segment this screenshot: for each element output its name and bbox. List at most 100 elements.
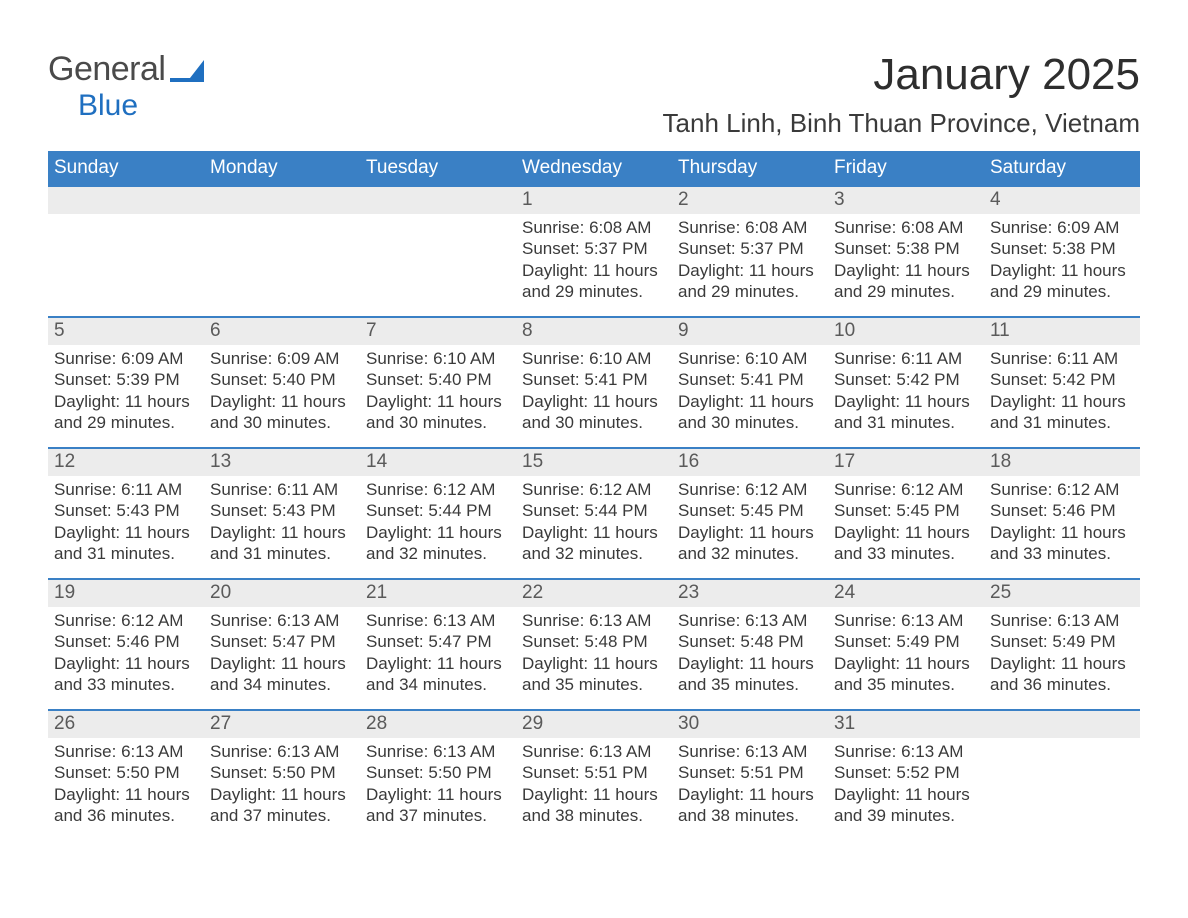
day-body: Sunrise: 6:11 AMSunset: 5:43 PMDaylight:… bbox=[48, 476, 204, 564]
day-number: 8 bbox=[516, 318, 672, 345]
day-body: Sunrise: 6:12 AMSunset: 5:44 PMDaylight:… bbox=[360, 476, 516, 564]
day-body: Sunrise: 6:08 AMSunset: 5:37 PMDaylight:… bbox=[516, 214, 672, 302]
daylight-line: Daylight: 11 hours and 36 minutes. bbox=[54, 784, 198, 827]
flag-icon bbox=[170, 60, 204, 82]
day-body: Sunrise: 6:09 AMSunset: 5:38 PMDaylight:… bbox=[984, 214, 1140, 302]
day-body: Sunrise: 6:12 AMSunset: 5:46 PMDaylight:… bbox=[48, 607, 204, 695]
day-number: 20 bbox=[204, 580, 360, 607]
day-body: Sunrise: 6:13 AMSunset: 5:47 PMDaylight:… bbox=[204, 607, 360, 695]
daylight-line: Daylight: 11 hours and 37 minutes. bbox=[366, 784, 510, 827]
sunset-line: Sunset: 5:37 PM bbox=[522, 238, 666, 259]
calendar-day: 25Sunrise: 6:13 AMSunset: 5:49 PMDayligh… bbox=[984, 580, 1140, 709]
day-body: Sunrise: 6:08 AMSunset: 5:38 PMDaylight:… bbox=[828, 214, 984, 302]
day-body: Sunrise: 6:12 AMSunset: 5:45 PMDaylight:… bbox=[828, 476, 984, 564]
weekday-header: Wednesday bbox=[516, 151, 672, 187]
daylight-line: Daylight: 11 hours and 31 minutes. bbox=[54, 522, 198, 565]
sunset-line: Sunset: 5:50 PM bbox=[54, 762, 198, 783]
calendar-day: 16Sunrise: 6:12 AMSunset: 5:45 PMDayligh… bbox=[672, 449, 828, 578]
calendar-day: 13Sunrise: 6:11 AMSunset: 5:43 PMDayligh… bbox=[204, 449, 360, 578]
sunrise-line: Sunrise: 6:11 AM bbox=[54, 479, 198, 500]
sunrise-line: Sunrise: 6:13 AM bbox=[210, 610, 354, 631]
sunset-line: Sunset: 5:51 PM bbox=[678, 762, 822, 783]
calendar-day: 7Sunrise: 6:10 AMSunset: 5:40 PMDaylight… bbox=[360, 318, 516, 447]
sunrise-line: Sunrise: 6:12 AM bbox=[678, 479, 822, 500]
day-body: Sunrise: 6:13 AMSunset: 5:50 PMDaylight:… bbox=[204, 738, 360, 826]
daylight-line: Daylight: 11 hours and 38 minutes. bbox=[678, 784, 822, 827]
day-body: Sunrise: 6:11 AMSunset: 5:43 PMDaylight:… bbox=[204, 476, 360, 564]
weekday-header: Sunday bbox=[48, 151, 204, 187]
calendar-day: 3Sunrise: 6:08 AMSunset: 5:38 PMDaylight… bbox=[828, 187, 984, 316]
daylight-line: Daylight: 11 hours and 29 minutes. bbox=[834, 260, 978, 303]
sunset-line: Sunset: 5:50 PM bbox=[210, 762, 354, 783]
day-body: Sunrise: 6:12 AMSunset: 5:46 PMDaylight:… bbox=[984, 476, 1140, 564]
calendar-day: 14Sunrise: 6:12 AMSunset: 5:44 PMDayligh… bbox=[360, 449, 516, 578]
sunrise-line: Sunrise: 6:13 AM bbox=[678, 741, 822, 762]
sunset-line: Sunset: 5:37 PM bbox=[678, 238, 822, 259]
sunset-line: Sunset: 5:47 PM bbox=[366, 631, 510, 652]
sunrise-line: Sunrise: 6:09 AM bbox=[54, 348, 198, 369]
calendar-day: 9Sunrise: 6:10 AMSunset: 5:41 PMDaylight… bbox=[672, 318, 828, 447]
calendar-day: 23Sunrise: 6:13 AMSunset: 5:48 PMDayligh… bbox=[672, 580, 828, 709]
calendar-day: 12Sunrise: 6:11 AMSunset: 5:43 PMDayligh… bbox=[48, 449, 204, 578]
logo-text-general: General bbox=[48, 50, 165, 88]
day-body: Sunrise: 6:09 AMSunset: 5:40 PMDaylight:… bbox=[204, 345, 360, 433]
calendar-weeks: 1Sunrise: 6:08 AMSunset: 5:37 PMDaylight… bbox=[48, 187, 1140, 840]
sunrise-line: Sunrise: 6:13 AM bbox=[834, 741, 978, 762]
sunrise-line: Sunrise: 6:13 AM bbox=[366, 741, 510, 762]
daylight-line: Daylight: 11 hours and 31 minutes. bbox=[834, 391, 978, 434]
calendar-day bbox=[204, 187, 360, 316]
day-body: Sunrise: 6:13 AMSunset: 5:51 PMDaylight:… bbox=[672, 738, 828, 826]
sunrise-line: Sunrise: 6:13 AM bbox=[54, 741, 198, 762]
sunset-line: Sunset: 5:52 PM bbox=[834, 762, 978, 783]
calendar-day: 11Sunrise: 6:11 AMSunset: 5:42 PMDayligh… bbox=[984, 318, 1140, 447]
sunset-line: Sunset: 5:50 PM bbox=[366, 762, 510, 783]
day-number: 4 bbox=[984, 187, 1140, 214]
sunrise-line: Sunrise: 6:10 AM bbox=[522, 348, 666, 369]
day-number: 19 bbox=[48, 580, 204, 607]
calendar-day: 18Sunrise: 6:12 AMSunset: 5:46 PMDayligh… bbox=[984, 449, 1140, 578]
day-body: Sunrise: 6:13 AMSunset: 5:50 PMDaylight:… bbox=[360, 738, 516, 826]
day-body: Sunrise: 6:13 AMSunset: 5:50 PMDaylight:… bbox=[48, 738, 204, 826]
day-number: 6 bbox=[204, 318, 360, 345]
daylight-line: Daylight: 11 hours and 29 minutes. bbox=[522, 260, 666, 303]
sunset-line: Sunset: 5:42 PM bbox=[834, 369, 978, 390]
day-number: 24 bbox=[828, 580, 984, 607]
day-number: 22 bbox=[516, 580, 672, 607]
day-body: Sunrise: 6:08 AMSunset: 5:37 PMDaylight:… bbox=[672, 214, 828, 302]
day-body: Sunrise: 6:10 AMSunset: 5:40 PMDaylight:… bbox=[360, 345, 516, 433]
calendar-day: 1Sunrise: 6:08 AMSunset: 5:37 PMDaylight… bbox=[516, 187, 672, 316]
daylight-line: Daylight: 11 hours and 33 minutes. bbox=[54, 653, 198, 696]
weekday-header: Thursday bbox=[672, 151, 828, 187]
daylight-line: Daylight: 11 hours and 33 minutes. bbox=[990, 522, 1134, 565]
sunset-line: Sunset: 5:38 PM bbox=[990, 238, 1134, 259]
day-number: 9 bbox=[672, 318, 828, 345]
daylight-line: Daylight: 11 hours and 31 minutes. bbox=[210, 522, 354, 565]
weekday-header: Friday bbox=[828, 151, 984, 187]
sunrise-line: Sunrise: 6:13 AM bbox=[366, 610, 510, 631]
day-number bbox=[48, 187, 204, 214]
calendar-day bbox=[48, 187, 204, 316]
sunset-line: Sunset: 5:42 PM bbox=[990, 369, 1134, 390]
daylight-line: Daylight: 11 hours and 32 minutes. bbox=[678, 522, 822, 565]
day-number: 27 bbox=[204, 711, 360, 738]
sunrise-line: Sunrise: 6:12 AM bbox=[522, 479, 666, 500]
daylight-line: Daylight: 11 hours and 38 minutes. bbox=[522, 784, 666, 827]
sunset-line: Sunset: 5:49 PM bbox=[834, 631, 978, 652]
weekday-header: Monday bbox=[204, 151, 360, 187]
header: General Blue January 2025 Tanh Linh, Bin… bbox=[48, 50, 1140, 139]
sunrise-line: Sunrise: 6:09 AM bbox=[990, 217, 1134, 238]
calendar-week: 1Sunrise: 6:08 AMSunset: 5:37 PMDaylight… bbox=[48, 187, 1140, 316]
calendar-day: 8Sunrise: 6:10 AMSunset: 5:41 PMDaylight… bbox=[516, 318, 672, 447]
day-body: Sunrise: 6:12 AMSunset: 5:45 PMDaylight:… bbox=[672, 476, 828, 564]
sunset-line: Sunset: 5:46 PM bbox=[54, 631, 198, 652]
logo-text-blue: Blue bbox=[78, 89, 204, 123]
day-number: 23 bbox=[672, 580, 828, 607]
sunrise-line: Sunrise: 6:13 AM bbox=[990, 610, 1134, 631]
calendar-week: 26Sunrise: 6:13 AMSunset: 5:50 PMDayligh… bbox=[48, 709, 1140, 840]
calendar-day: 28Sunrise: 6:13 AMSunset: 5:50 PMDayligh… bbox=[360, 711, 516, 840]
day-number: 13 bbox=[204, 449, 360, 476]
day-number: 18 bbox=[984, 449, 1140, 476]
day-number: 11 bbox=[984, 318, 1140, 345]
sunset-line: Sunset: 5:44 PM bbox=[522, 500, 666, 521]
daylight-line: Daylight: 11 hours and 35 minutes. bbox=[834, 653, 978, 696]
